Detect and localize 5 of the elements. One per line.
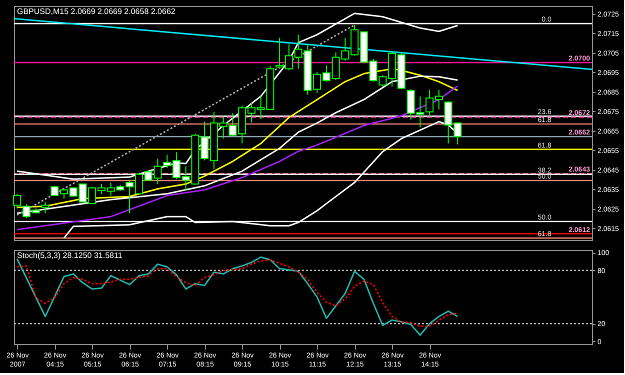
chart-title: GBPUSD,M15 2.0669 2.0669 2.0658 2.0662 [17,7,176,16]
line-series [16,85,458,230]
candlestick [41,201,50,214]
chart-title: Stoch(5,3,3) 28.1250 31.5811 [17,251,123,260]
candlestick [13,193,22,209]
